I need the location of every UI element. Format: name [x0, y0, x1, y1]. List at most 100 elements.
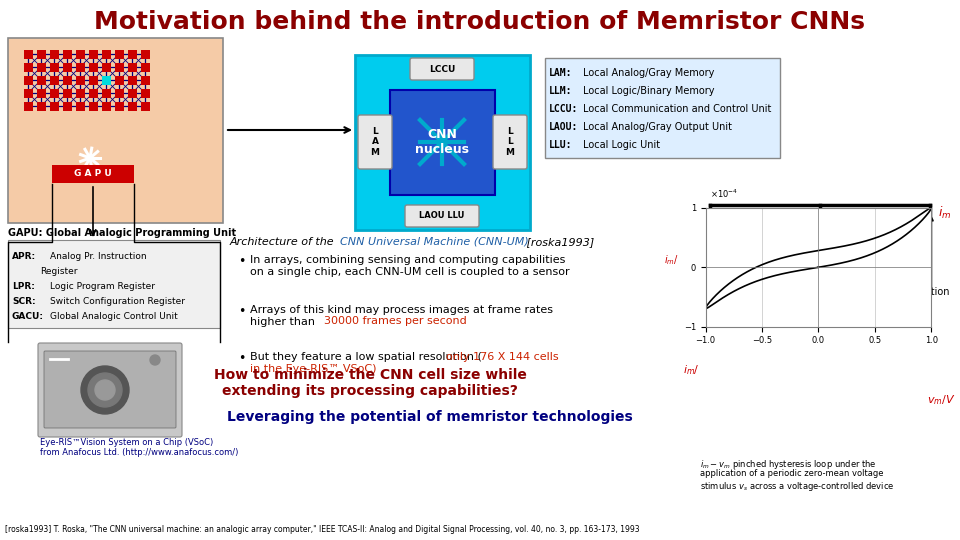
FancyBboxPatch shape [410, 58, 474, 80]
FancyBboxPatch shape [8, 240, 220, 328]
Bar [140, 50, 150, 58]
Text: Circuit-set up for a memristor periodic excitation: Circuit-set up for a memristor periodic … [710, 287, 949, 297]
Text: G A P U: G A P U [74, 170, 112, 179]
Text: LCCU:: LCCU: [549, 104, 578, 114]
Circle shape [88, 373, 122, 407]
Bar [88, 89, 98, 98]
Bar [76, 102, 84, 111]
Text: $v_m$: $v_m$ [824, 241, 841, 254]
Text: in the Eye-RIS™ VSoC): in the Eye-RIS™ VSoC) [250, 364, 376, 374]
Text: •: • [238, 305, 246, 318]
Bar [50, 102, 59, 111]
Text: Leveraging the potential of memristor technologies: Leveraging the potential of memristor te… [228, 410, 633, 424]
Text: L
L
M: L L M [506, 127, 515, 157]
Text: $m$: $m$ [895, 241, 909, 255]
FancyBboxPatch shape [44, 351, 176, 428]
Circle shape [81, 366, 129, 414]
Circle shape [95, 380, 115, 400]
Text: only 176 X 144 cells: only 176 X 144 cells [446, 352, 559, 362]
Bar [114, 63, 124, 71]
Bar [23, 89, 33, 98]
Y-axis label: $i_m/$: $i_m/$ [664, 253, 680, 267]
Text: LAM:: LAM: [549, 68, 572, 78]
Bar [102, 89, 110, 98]
Text: Switch Configuration Register: Switch Configuration Register [50, 297, 185, 306]
Text: −: − [709, 273, 720, 287]
Bar [102, 63, 110, 71]
Bar [140, 63, 150, 71]
Text: APR:: APR: [12, 252, 36, 261]
Text: LCCU: LCCU [429, 64, 455, 73]
Bar [88, 63, 98, 71]
Text: Local Logic Unit: Local Logic Unit [583, 140, 660, 150]
Bar [102, 102, 110, 111]
Text: stimulus $v_s$ across a voltage-controlled device: stimulus $v_s$ across a voltage-controll… [700, 480, 895, 493]
Bar [23, 76, 33, 84]
Bar [36, 102, 45, 111]
Text: How to minimize the CNN cell size while
extending its processing capabilities?: How to minimize the CNN cell size while … [213, 368, 526, 398]
Text: CNN
nucleus: CNN nucleus [415, 128, 469, 156]
Text: Local Communication and Control Unit: Local Communication and Control Unit [583, 104, 772, 114]
Bar [36, 89, 45, 98]
Text: LPR:: LPR: [12, 282, 35, 291]
Text: Eye-RIS™Vision System on a Chip (VSoC)
from Anafocus Ltd. (http://www.anafocus.c: Eye-RIS™Vision System on a Chip (VSoC) f… [40, 438, 238, 457]
FancyBboxPatch shape [358, 115, 392, 169]
Text: L
A
M: L A M [371, 127, 379, 157]
Bar [114, 89, 124, 98]
Text: application of a periodic zero-mean voltage: application of a periodic zero-mean volt… [700, 469, 883, 478]
Text: SCR:: SCR: [12, 297, 36, 306]
Bar [23, 102, 33, 111]
Text: +: + [820, 211, 830, 224]
FancyBboxPatch shape [545, 58, 780, 158]
Text: 30000 frames per second: 30000 frames per second [324, 316, 467, 326]
Text: GAPU: Global Analogic Programming Unit: GAPU: Global Analogic Programming Unit [8, 228, 236, 238]
Bar [76, 76, 84, 84]
Text: [roska1993] T. Roska, "The CNN universal machine: an analogic array computer," I: [roska1993] T. Roska, "The CNN universal… [5, 525, 639, 534]
Text: $i_m/$: $i_m/$ [684, 363, 700, 377]
Text: Local Logic/Binary Memory: Local Logic/Binary Memory [583, 86, 714, 96]
Text: −: − [744, 249, 756, 263]
Bar [36, 50, 45, 58]
Text: $i_m$: $i_m$ [938, 205, 951, 221]
Bar [50, 76, 59, 84]
Text: GACU:: GACU: [12, 312, 44, 321]
Bar [76, 63, 84, 71]
Bar [50, 63, 59, 71]
Bar [36, 76, 45, 84]
Bar [88, 50, 98, 58]
Bar [88, 76, 98, 84]
Circle shape [728, 226, 772, 270]
Bar [140, 102, 150, 111]
Bar [128, 50, 136, 58]
Text: LAOU LLU: LAOU LLU [420, 212, 465, 220]
Text: Register: Register [40, 267, 78, 276]
Bar [128, 76, 136, 84]
Bar [62, 63, 71, 71]
Text: [roska1993]: [roska1993] [523, 237, 594, 247]
Bar [128, 89, 136, 98]
Text: But they feature a low spatial resolution (: But they feature a low spatial resolutio… [250, 352, 482, 362]
Bar [62, 102, 71, 111]
Text: LAOU:: LAOU: [549, 122, 578, 132]
Text: LLU:: LLU: [549, 140, 572, 150]
Bar [23, 50, 33, 58]
Text: +: + [744, 233, 756, 247]
Text: •: • [238, 255, 246, 268]
FancyBboxPatch shape [390, 90, 495, 195]
FancyBboxPatch shape [8, 38, 223, 223]
FancyBboxPatch shape [355, 55, 530, 230]
Bar [850, 226, 890, 270]
Text: •: • [238, 352, 246, 365]
Bar [50, 89, 59, 98]
Bar [36, 63, 45, 71]
Bar [76, 50, 84, 58]
Bar [62, 89, 71, 98]
Bar [128, 102, 136, 111]
Text: $\times 10^{-4}$: $\times 10^{-4}$ [710, 188, 738, 200]
Text: Motivation behind the introduction of Memristor CNNs: Motivation behind the introduction of Me… [94, 10, 866, 34]
Text: In arrays, combining sensing and computing capabilities
on a single chip, each C: In arrays, combining sensing and computi… [250, 255, 569, 276]
Bar [102, 76, 110, 84]
FancyBboxPatch shape [405, 205, 479, 227]
Bar [128, 63, 136, 71]
Bar [114, 102, 124, 111]
